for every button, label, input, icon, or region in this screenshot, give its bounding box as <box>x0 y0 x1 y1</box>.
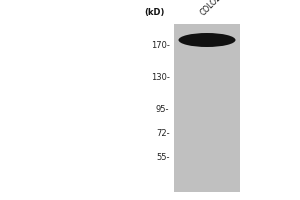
Text: COLO205: COLO205 <box>199 0 231 17</box>
Text: 95-: 95- <box>156 104 169 114</box>
Text: 55-: 55- <box>156 152 169 162</box>
Text: 170-: 170- <box>151 40 169 49</box>
Text: 72-: 72- <box>156 129 169 138</box>
Ellipse shape <box>178 33 236 47</box>
Text: (kD): (kD) <box>145 8 165 17</box>
Text: 130-: 130- <box>151 72 169 82</box>
Bar <box>174 24 240 192</box>
